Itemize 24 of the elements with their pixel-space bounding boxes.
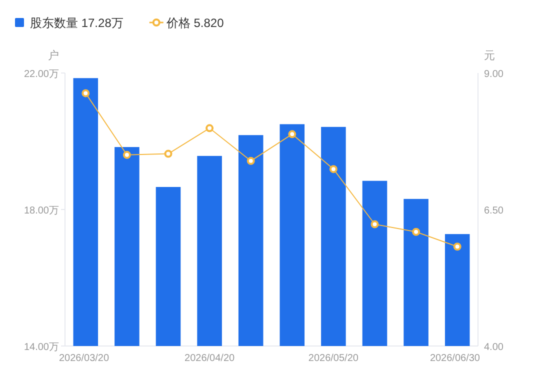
legend-label: 价格 5.820 xyxy=(165,16,224,30)
point xyxy=(164,150,172,158)
x-tick-label: 2026/05/20 xyxy=(308,353,359,364)
point xyxy=(82,89,90,98)
point xyxy=(288,130,296,138)
x-tick-label: 2026/04/20 xyxy=(184,353,236,364)
y-tick-label: 14.00万 xyxy=(24,342,59,353)
y2-axis-title: 元 xyxy=(484,50,495,62)
x-tick-label: 2026/06/30 xyxy=(430,353,480,364)
y2-tick-label: 9.00 xyxy=(484,69,504,80)
y-axis-title: 户 xyxy=(48,49,59,62)
point xyxy=(370,220,379,228)
y-tick-label: 22.00万 xyxy=(24,69,59,80)
y2-tick-label: 4.00 xyxy=(484,342,504,353)
point xyxy=(329,165,338,174)
point xyxy=(453,242,462,251)
legend-label: 股东数量 17.28万 xyxy=(30,16,124,30)
y2-tick-label: 6.50 xyxy=(484,206,504,216)
point xyxy=(122,150,131,159)
point xyxy=(246,156,255,165)
point xyxy=(412,228,420,236)
x-tick-label: 2026/03/20 xyxy=(59,353,110,364)
point xyxy=(206,124,214,132)
y-tick-label: 18.00万 xyxy=(24,206,59,216)
